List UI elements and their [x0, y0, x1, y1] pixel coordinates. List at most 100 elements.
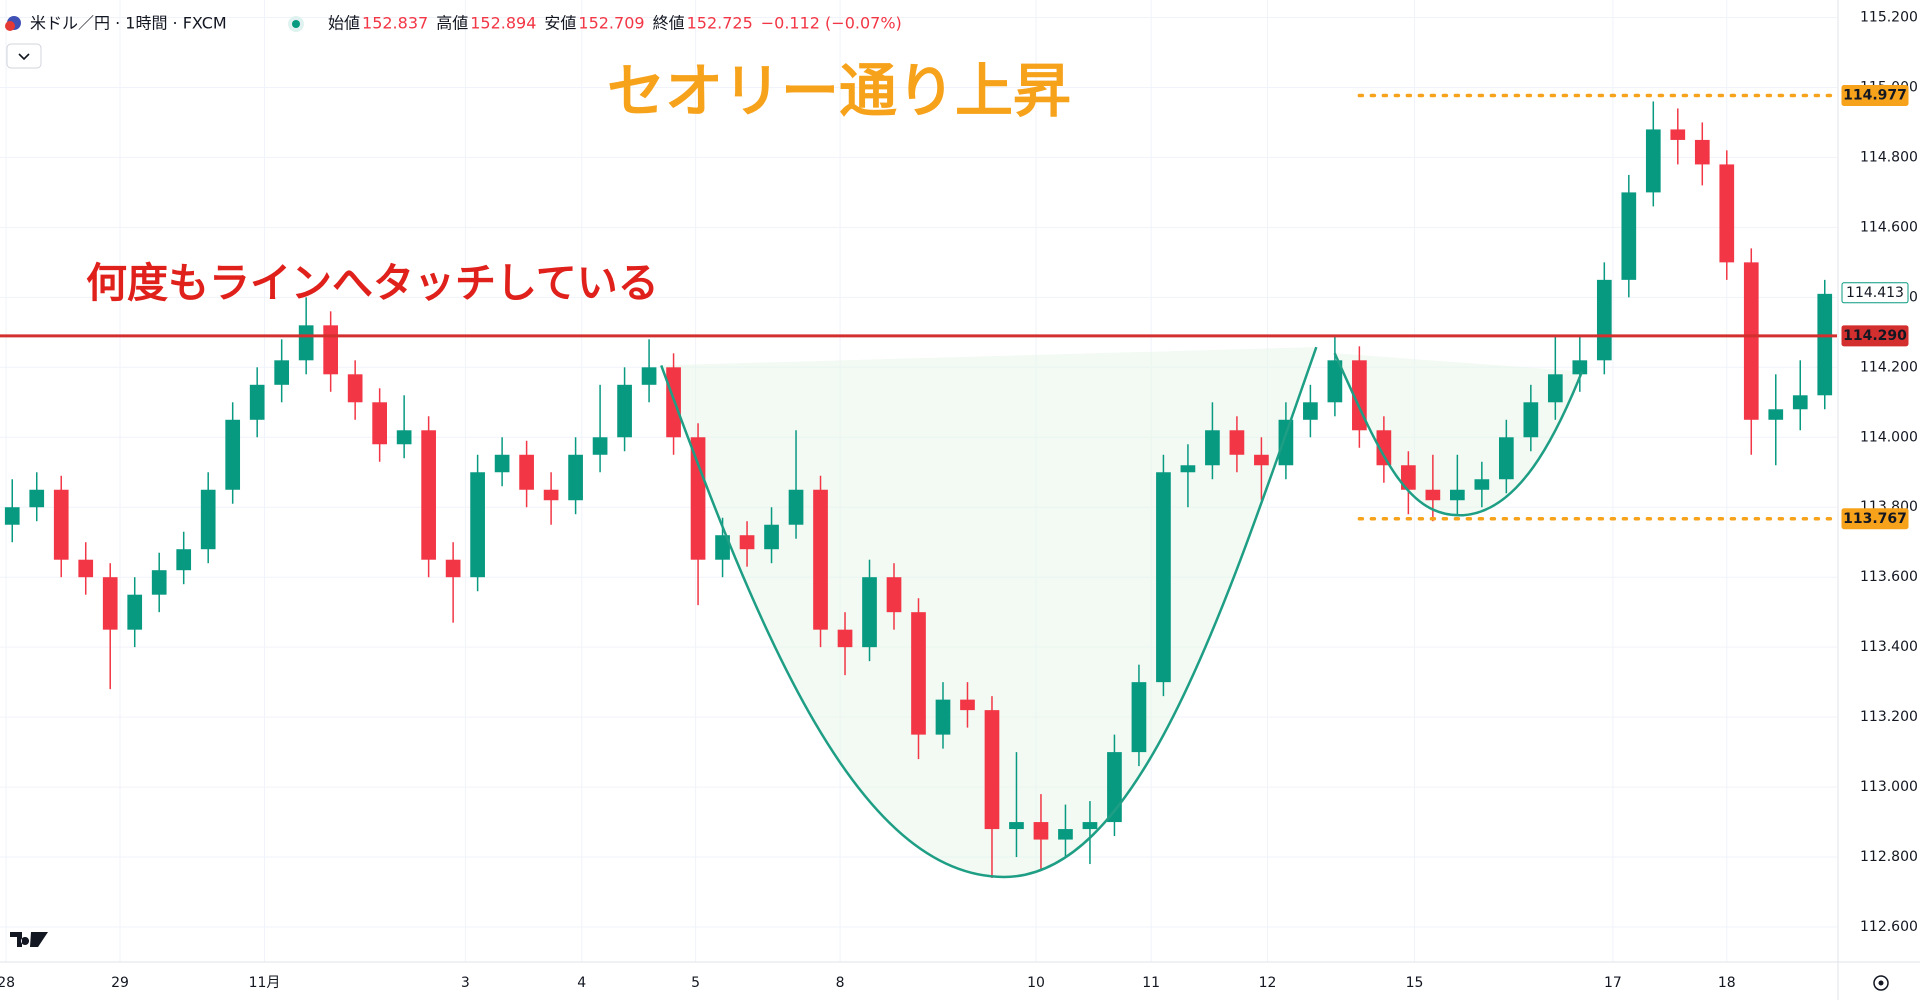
- candle-body: [739, 535, 755, 550]
- header: 米ドル／円 · 1時間 · FXCM 始値 152.837 高値 152.894 安値 1…: [5, 14, 902, 69]
- y-tick-label: 114.800: [1860, 149, 1918, 165]
- candle-body: [764, 524, 779, 550]
- logo: [10, 932, 48, 947]
- candle-body: [788, 489, 804, 525]
- cup-curves: [661, 347, 1582, 877]
- candle-body: [1058, 829, 1073, 840]
- candle-body: [1645, 129, 1661, 193]
- ohlc-fields: 始値 152.837 高値 152.894 安値 152.709 終値 152.725 −0.1…: [328, 14, 902, 33]
- candle-body: [1547, 374, 1563, 403]
- y-tick-label: 112.800: [1860, 849, 1918, 865]
- candle-body: [1156, 472, 1171, 683]
- candle-body: [372, 402, 387, 445]
- candle-body: [543, 489, 559, 501]
- field-label: 始値: [328, 14, 360, 33]
- y-tick-label: 113.200: [1860, 709, 1918, 725]
- y-tick-label: 114.200: [1860, 359, 1918, 375]
- candle-body: [176, 549, 192, 571]
- candle-body: [4, 507, 20, 525]
- handle-curve: [1335, 353, 1582, 515]
- x-tick-label: 12: [1259, 975, 1277, 991]
- candle-body: [1425, 489, 1441, 501]
- candles: [4, 101, 1833, 879]
- price-label: 113.767: [1843, 511, 1907, 527]
- candle-body: [298, 325, 314, 361]
- settings-icon: [1878, 980, 1884, 986]
- candle-body: [53, 489, 69, 560]
- x-tick-label: 18: [1718, 975, 1736, 991]
- chevron: [18, 53, 30, 61]
- candle-body: [911, 612, 926, 735]
- cup-curve: [661, 347, 1316, 877]
- candle-body: [862, 577, 877, 648]
- x-tick-label: 10: [1027, 975, 1045, 991]
- field-label: 高値: [436, 14, 468, 33]
- candle-body: [1131, 682, 1147, 753]
- candle-body: [1523, 402, 1539, 438]
- tv-logo: [10, 932, 48, 947]
- candle-body: [715, 535, 730, 560]
- x-tick-label: 11月: [249, 975, 281, 991]
- price-label-box: [1841, 85, 1909, 107]
- candle-body: [1792, 395, 1808, 410]
- candle-body: [1229, 430, 1245, 455]
- candle-body: [1474, 479, 1490, 490]
- candle-body: [1817, 293, 1833, 396]
- candle-body: [200, 489, 216, 550]
- candle-body: [421, 430, 436, 560]
- candle-body: [1596, 279, 1612, 361]
- x-tick-label: 8: [836, 975, 845, 991]
- candle-body: [813, 489, 828, 630]
- candle-body: [690, 437, 706, 560]
- candle-body: [617, 384, 632, 438]
- y-tick-label: 114.000: [1860, 429, 1918, 445]
- candle-body: [935, 699, 951, 735]
- x-tick-label: 15: [1406, 975, 1424, 991]
- candle-body: [127, 594, 143, 630]
- candle-body: [1254, 454, 1269, 466]
- x-tick-label: 5: [691, 975, 700, 991]
- x-tick-label: 11: [1142, 975, 1160, 991]
- candle-body: [78, 559, 94, 578]
- candle-body: [641, 367, 657, 385]
- candle-body: [960, 699, 975, 711]
- candle-body: [445, 559, 461, 578]
- candle-body: [1719, 164, 1735, 263]
- price-label-box: [1841, 508, 1909, 530]
- y-tick-label: 114.600: [1860, 219, 1918, 235]
- candle-body: [568, 454, 583, 501]
- candle-body: [984, 710, 1000, 830]
- cup-fill: [661, 347, 1317, 877]
- settings-button[interactable]: [1873, 975, 1889, 991]
- candle-body: [1205, 430, 1220, 466]
- candle-body: [1401, 465, 1416, 490]
- candle-body: [1033, 822, 1049, 840]
- x-tick-label: 4: [577, 975, 586, 991]
- candle-body: [470, 472, 485, 578]
- x-tick-label: 28: [0, 975, 15, 991]
- change: −0.112 (−0.07%): [761, 14, 902, 33]
- candle-body: [249, 384, 265, 420]
- candle-body: [1376, 430, 1392, 466]
- candle-body: [1180, 465, 1196, 473]
- y-tick-label: 115.200: [1860, 9, 1918, 25]
- field-value: 152.837: [362, 14, 428, 33]
- flag-icon: [5, 21, 15, 31]
- candle-body: [1009, 822, 1024, 830]
- candle-body: [1303, 402, 1318, 420]
- x-tick-label: 29: [111, 975, 129, 991]
- y-tick-label: 113.000: [1860, 779, 1918, 795]
- collapse-button[interactable]: [6, 43, 42, 69]
- field-value: 152.725: [687, 14, 753, 33]
- field-label: 安値: [544, 14, 576, 33]
- candle-body: [1572, 360, 1588, 375]
- candle-body: [323, 325, 339, 375]
- price-label: 114.413: [1846, 285, 1904, 301]
- candle-body: [1621, 192, 1637, 280]
- field-label: 終値: [653, 14, 685, 33]
- x-tick-label: 17: [1604, 975, 1622, 991]
- y-tick-label: 113.600: [1860, 569, 1918, 585]
- candle-body: [1694, 139, 1710, 165]
- price-label: 114.977: [1843, 88, 1907, 104]
- candle-body: [29, 489, 45, 508]
